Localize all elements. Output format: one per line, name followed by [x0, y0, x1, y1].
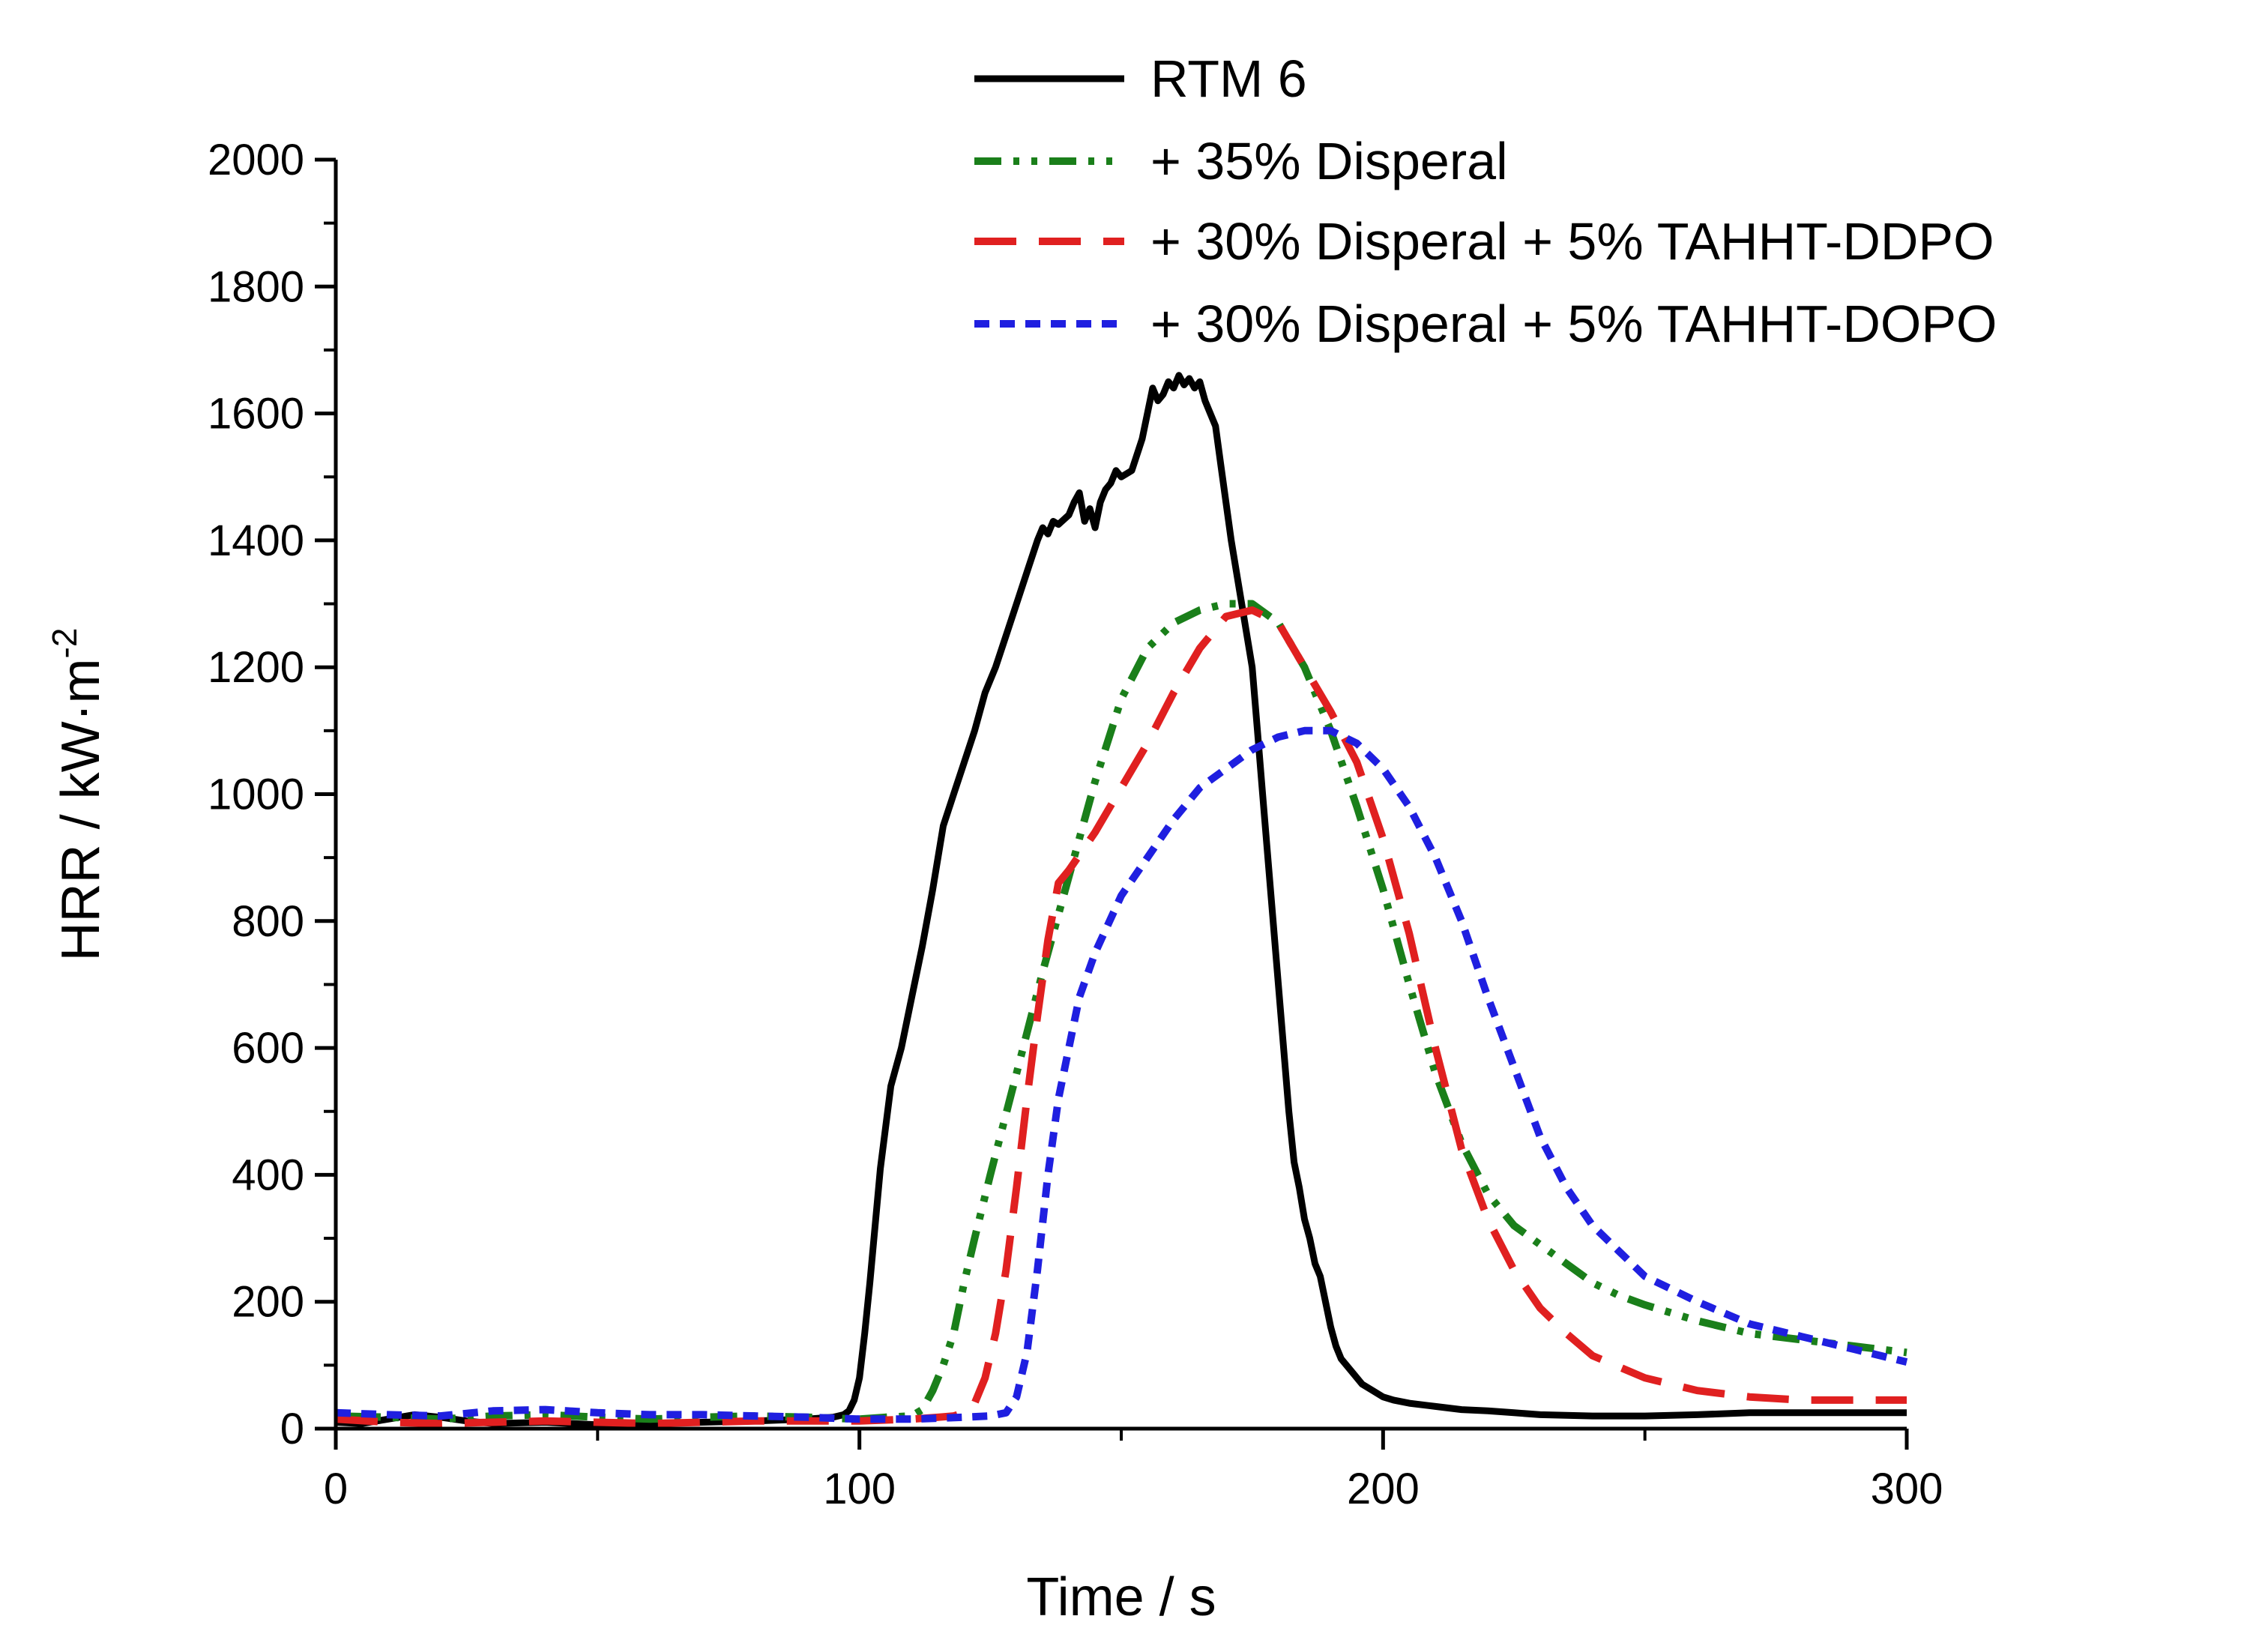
- x-tick-label: 300: [1871, 1465, 1943, 1513]
- legend-label-0: RTM 6: [1150, 49, 1307, 108]
- legend-label-3: + 30% Disperal + 5% TAHHT-DOPO: [1150, 295, 1997, 353]
- y-tick-label: 0: [280, 1405, 304, 1453]
- series-line-3: [335, 726, 1908, 1423]
- y-tick-label: 1200: [208, 643, 304, 692]
- y-axis-title-main: HRR / kW·m: [51, 658, 111, 961]
- y-tick-label: 1000: [208, 771, 304, 819]
- x-tick-label: 0: [324, 1465, 348, 1513]
- y-tick-label: 800: [232, 897, 304, 946]
- series-line-2: [335, 606, 1907, 1428]
- y-axis-title: HRR / kW·m-2: [45, 628, 111, 962]
- y-tick-label: 200: [232, 1278, 304, 1327]
- tick-group: 0 200 400 600 800 1000 1200 1400 1600 1800 2000 0 10…: [208, 136, 1943, 1513]
- legend-label-1: + 35% Disperal: [1150, 132, 1508, 190]
- y-axis-title-superscript: -2: [45, 628, 84, 659]
- series-line-0: [335, 372, 1907, 1429]
- y-tick-label: 2000: [208, 136, 304, 184]
- x-axis-title: Time / s: [1026, 1567, 1216, 1627]
- x-tick-label: 100: [823, 1465, 896, 1513]
- series-line-1: [335, 600, 1907, 1423]
- legend: RTM 6 + 35% Disperal + 30% Disperal + 5% T…: [974, 49, 1997, 353]
- y-tick-label: 1400: [208, 516, 304, 565]
- y-tick-label: 600: [232, 1024, 304, 1073]
- y-tick-label: 1600: [208, 390, 304, 438]
- y-tick-label: 400: [232, 1151, 304, 1199]
- series-group: [335, 372, 1908, 1429]
- y-tick-label: 1800: [208, 262, 304, 311]
- x-tick-label: 200: [1347, 1465, 1420, 1513]
- legend-label-2: + 30% Disperal + 5% TAHHT-DDPO: [1150, 212, 1994, 271]
